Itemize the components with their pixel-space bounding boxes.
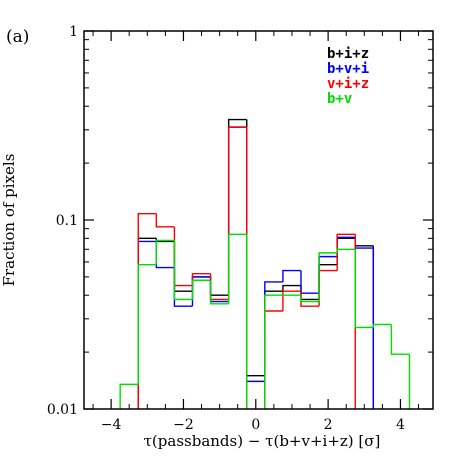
bin-b+v+i-2 bbox=[137, 240, 157, 409]
bin-b+v-4 bbox=[173, 240, 193, 301]
legend-entry-b+v: b+v bbox=[327, 91, 352, 107]
series-b+v bbox=[119, 233, 411, 409]
bin-b+v-1 bbox=[119, 383, 139, 409]
bin-b+i+z-6 bbox=[209, 276, 229, 296]
bin-b+v+i-12 bbox=[318, 255, 338, 294]
bin-b+v+i-5 bbox=[191, 276, 211, 307]
legend: b+i+zb+v+iv+i+zb+v bbox=[327, 46, 369, 107]
series-b+i+z bbox=[137, 118, 375, 409]
x-tick-label: 0 bbox=[251, 417, 260, 433]
bin-b+v-5 bbox=[191, 279, 211, 300]
series-b+v+i bbox=[137, 126, 375, 409]
bin-v+i+z-2 bbox=[137, 212, 157, 409]
tick-layer: −4 −2 0 2 4 0.01 0.1 1 bbox=[47, 24, 433, 433]
plot-frame bbox=[83, 30, 434, 410]
y-tick-label: 0.01 bbox=[47, 402, 78, 418]
legend-entry-b+v+i: b+v+i bbox=[327, 61, 369, 77]
bin-b+v+i-7 bbox=[227, 126, 247, 302]
bin-b+i+z-5 bbox=[191, 276, 211, 292]
panel-label: (a) bbox=[6, 27, 29, 47]
y-tick-label: 0.1 bbox=[56, 213, 78, 229]
bin-b+i+z-11 bbox=[300, 285, 320, 301]
bin-b+i+z-7 bbox=[227, 118, 247, 296]
bin-b+v-9 bbox=[264, 294, 283, 409]
x-tick-label: −2 bbox=[173, 417, 194, 433]
bin-b+v-11 bbox=[300, 295, 320, 303]
bin-b+v-2 bbox=[137, 264, 157, 385]
bin-b+v-13 bbox=[336, 248, 356, 253]
bin-b+i+z-10 bbox=[282, 284, 301, 292]
bin-v+i+z-10 bbox=[282, 290, 301, 312]
x-tick-label: 4 bbox=[396, 417, 405, 433]
x-tick-label: 2 bbox=[324, 417, 333, 433]
bin-b+i+z-2 bbox=[137, 237, 157, 409]
bin-b+i+z-9 bbox=[264, 290, 283, 376]
bin-v+i+z-13 bbox=[336, 233, 356, 271]
bin-b+v-14 bbox=[354, 249, 374, 329]
x-axis-label: τ(passbands) − τ(b+v+i+z) [σ] bbox=[144, 432, 381, 450]
bin-b+v-16 bbox=[390, 324, 410, 355]
bin-b+i+z-13 bbox=[336, 237, 356, 265]
bin-b+v-7 bbox=[227, 233, 247, 304]
y-tick-label: 1 bbox=[69, 24, 78, 40]
bin-b+v+i-3 bbox=[155, 241, 175, 269]
legend-entry-v+i+z: v+i+z bbox=[327, 76, 369, 92]
bin-b+i+z-14 bbox=[354, 238, 374, 247]
bin-b+v+i-8 bbox=[246, 127, 265, 383]
bin-b+v+i-9 bbox=[264, 281, 283, 382]
bin-v+i+z-9 bbox=[264, 310, 283, 409]
bin-b+v+i-6 bbox=[209, 276, 229, 303]
bin-v+i+z-3 bbox=[155, 213, 175, 228]
bin-b+v+i-11 bbox=[300, 270, 320, 294]
bin-b+i+z-4 bbox=[173, 241, 193, 292]
bin-b+v+i-4 bbox=[173, 267, 193, 307]
bin-b+i+z-8 bbox=[246, 119, 265, 377]
legend-entry-b+i+z: b+i+z bbox=[327, 46, 369, 62]
bin-v+i+z-7 bbox=[227, 126, 247, 300]
bin-b+v-3 bbox=[155, 239, 175, 265]
bin-b+v+i-10 bbox=[282, 269, 301, 282]
bin-v+i+z-12 bbox=[318, 269, 338, 307]
bin-b+v-15 bbox=[372, 323, 392, 328]
bin-b+v-12 bbox=[318, 252, 338, 302]
series-layer bbox=[119, 118, 411, 409]
y-axis-label: Fraction of pixels bbox=[0, 154, 18, 287]
bin-b+v+i-13 bbox=[336, 236, 356, 257]
bin-v+i+z-4 bbox=[173, 226, 193, 287]
x-tick-label: −4 bbox=[101, 417, 122, 433]
bin-b+v-6 bbox=[209, 280, 229, 305]
